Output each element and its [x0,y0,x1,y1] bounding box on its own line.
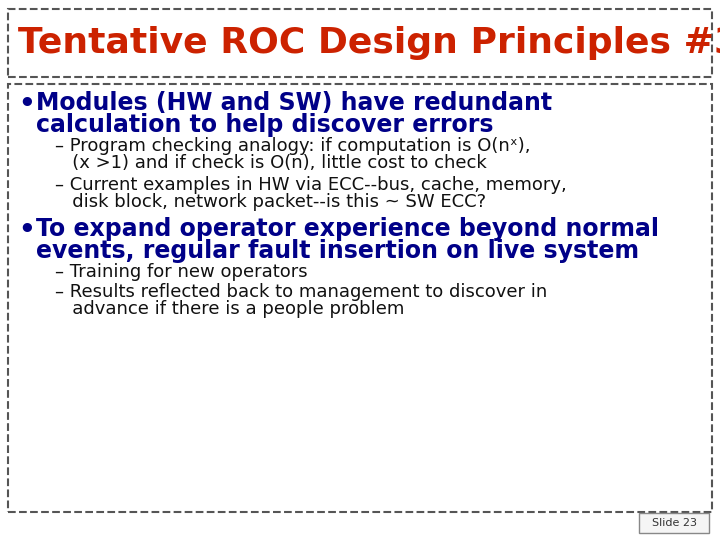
Text: events, regular fault insertion on live system: events, regular fault insertion on live … [36,239,639,263]
Text: •: • [18,218,35,244]
FancyBboxPatch shape [8,84,712,512]
FancyBboxPatch shape [8,9,712,77]
Text: •: • [18,92,35,118]
Text: Modules (HW and SW) have redundant: Modules (HW and SW) have redundant [36,91,552,115]
Text: – Program checking analogy: if computation is O(nˣ),: – Program checking analogy: if computati… [55,137,531,155]
Text: – Results reflected back to management to discover in: – Results reflected back to management t… [55,283,547,301]
Text: calculation to help discover errors: calculation to help discover errors [36,113,493,137]
FancyBboxPatch shape [639,513,709,533]
Text: Tentative ROC Design Principles #3: Tentative ROC Design Principles #3 [18,26,720,60]
Text: advance if there is a people problem: advance if there is a people problem [55,300,405,318]
Text: – Training for new operators: – Training for new operators [55,263,307,281]
Text: Slide 23: Slide 23 [652,518,696,528]
Text: – Current examples in HW via ECC--bus, cache, memory,: – Current examples in HW via ECC--bus, c… [55,176,567,194]
Text: disk block, network packet--is this ~ SW ECC?: disk block, network packet--is this ~ SW… [55,193,486,211]
Text: To expand operator experience beyond normal: To expand operator experience beyond nor… [36,217,659,241]
Text: (x >1) and if check is O(n), little cost to check: (x >1) and if check is O(n), little cost… [55,154,487,172]
